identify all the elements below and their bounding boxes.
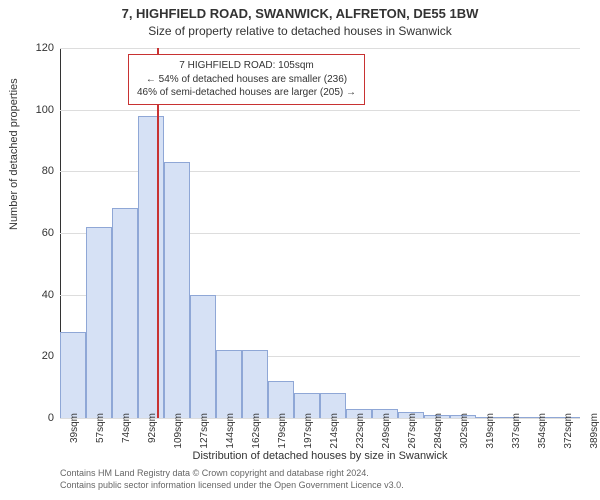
x-tick-label: 74sqm [121,413,132,443]
x-tick-label: 162sqm [251,413,262,449]
y-tick-label: 120 [36,42,54,54]
x-tick-label: 249sqm [381,413,392,449]
histogram-bar [112,208,138,418]
histogram-bar [242,350,268,418]
histogram-bar [60,332,86,418]
histogram-bar [216,350,242,418]
chart-container: 7, HIGHFIELD ROAD, SWANWICK, ALFRETON, D… [0,0,600,500]
histogram-bar [190,295,216,418]
page-title: 7, HIGHFIELD ROAD, SWANWICK, ALFRETON, D… [0,6,600,21]
page-subtitle: Size of property relative to detached ho… [0,24,600,38]
x-axis-label: Distribution of detached houses by size … [60,450,580,462]
x-tick-label: 354sqm [537,413,548,449]
histogram-bar [86,227,112,418]
info-box-line1: 7 HIGHFIELD ROAD: 105sqm [137,59,356,73]
x-tick-label: 197sqm [303,413,314,449]
attribution-line1: Contains HM Land Registry data © Crown c… [60,468,580,480]
gridline [60,48,580,49]
x-tick-label: 109sqm [173,413,184,449]
x-tick-label: 337sqm [511,413,522,449]
y-tick-label: 40 [42,289,54,301]
x-tick-label: 319sqm [485,413,496,449]
gridline [60,110,580,111]
info-box-line3: 46% of semi-detached houses are larger (… [137,86,356,100]
y-tick-label: 100 [36,104,54,116]
histogram-bar [164,162,190,418]
gridline [60,418,580,419]
info-box: 7 HIGHFIELD ROAD: 105sqm ← 54% of detach… [128,54,365,105]
y-tick-label: 0 [48,412,54,424]
histogram-bar [138,116,164,418]
attribution-line2: Contains public sector information licen… [60,480,580,492]
x-tick-label: 179sqm [277,413,288,449]
x-tick-label: 214sqm [329,413,340,449]
x-tick-label: 284sqm [433,413,444,449]
y-axis-label: Number of detached properties [8,78,20,230]
attribution: Contains HM Land Registry data © Crown c… [60,468,580,491]
y-tick-label: 80 [42,165,54,177]
y-tick-label: 20 [42,350,54,362]
x-tick-label: 372sqm [563,413,574,449]
y-tick-label: 60 [42,227,54,239]
info-box-line2: ← 54% of detached houses are smaller (23… [137,73,356,87]
x-tick-label: 57sqm [95,413,106,443]
x-tick-label: 232sqm [355,413,366,449]
x-tick-label: 389sqm [589,413,600,449]
x-tick-label: 267sqm [407,413,418,449]
x-tick-label: 302sqm [459,413,470,449]
x-tick-label: 144sqm [225,413,236,449]
x-tick-label: 127sqm [199,413,210,449]
plot-area: 7 HIGHFIELD ROAD: 105sqm ← 54% of detach… [60,48,580,418]
x-tick-label: 39sqm [69,413,80,443]
